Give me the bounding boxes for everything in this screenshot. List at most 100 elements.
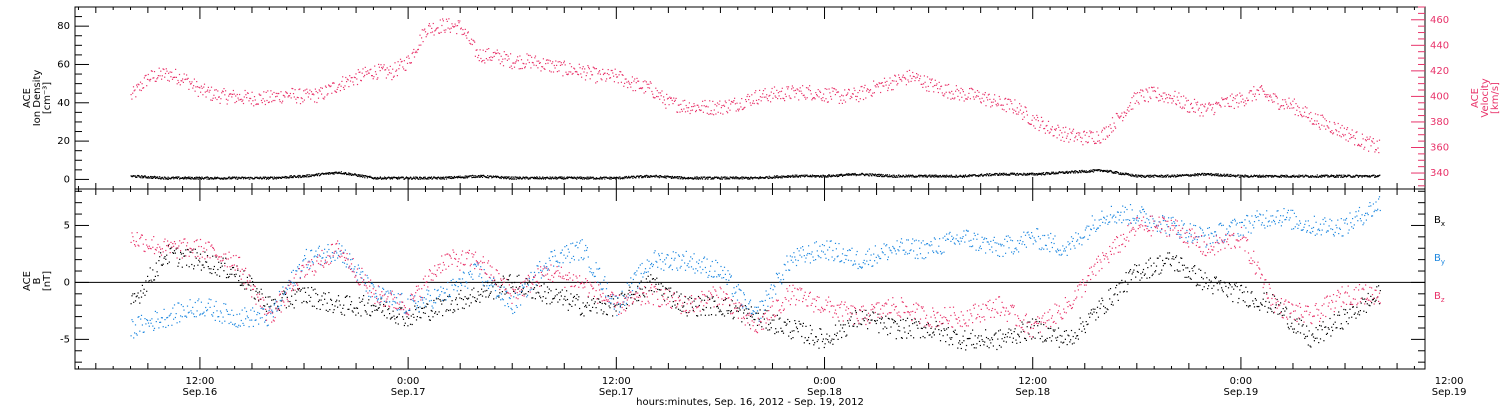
velocity-point <box>287 96 289 98</box>
velocity-point <box>1102 138 1104 140</box>
velocity-point <box>510 53 512 55</box>
bx-point <box>243 270 245 272</box>
velocity-point <box>1318 123 1320 125</box>
density-point <box>461 177 463 179</box>
velocity-point <box>1355 131 1357 134</box>
velocity-point <box>716 105 718 107</box>
density-point <box>580 176 582 178</box>
velocity-point <box>1205 110 1207 112</box>
density-point <box>1096 169 1098 172</box>
velocity-point <box>1093 140 1095 142</box>
velocity-point <box>335 91 338 93</box>
bx-point <box>250 289 252 291</box>
density-point <box>198 176 200 178</box>
density-point <box>164 177 167 179</box>
density-point <box>162 177 164 179</box>
velocity-point <box>1222 98 1224 101</box>
bx-point <box>298 287 300 290</box>
bx-point <box>210 268 212 270</box>
velocity-point <box>923 75 925 77</box>
velocity-point <box>1319 128 1321 130</box>
density-point <box>508 178 511 180</box>
velocity-point <box>1370 145 1372 147</box>
velocity-point <box>1322 116 1324 118</box>
velocity-point <box>224 94 226 96</box>
density-point <box>600 176 602 178</box>
velocity-point <box>1090 131 1092 133</box>
bx-point <box>464 296 466 298</box>
density-point <box>1075 171 1077 173</box>
bx-point <box>553 297 556 299</box>
density-point <box>552 176 554 178</box>
density-point <box>955 176 957 178</box>
density-point <box>405 177 407 179</box>
bx-point <box>157 275 159 277</box>
velocity-point <box>1226 97 1228 99</box>
bx-point <box>215 256 217 258</box>
velocity-point <box>1247 99 1249 101</box>
velocity-point <box>327 93 329 95</box>
bx-point <box>242 284 244 287</box>
velocity-point <box>1148 87 1150 89</box>
x-tick-label-date: Sep.19 <box>1224 387 1259 398</box>
velocity-point <box>1069 138 1071 141</box>
velocity-point <box>576 71 578 73</box>
bx-point <box>481 295 484 297</box>
density-point <box>542 178 544 180</box>
density-point <box>881 176 883 178</box>
bx-point <box>455 299 457 301</box>
velocity-point <box>853 87 855 89</box>
velocity-point <box>681 110 683 112</box>
velocity-point <box>282 94 284 96</box>
density-point <box>946 174 948 176</box>
bx-point <box>599 301 601 303</box>
density-point <box>1377 175 1379 177</box>
velocity-point <box>1282 99 1284 101</box>
velocity-point <box>1009 99 1011 101</box>
velocity-point <box>340 85 342 87</box>
velocity-point <box>1169 95 1171 97</box>
bx-point <box>595 307 597 309</box>
bx-point <box>568 303 570 305</box>
density-point <box>811 174 814 176</box>
density-point <box>544 178 546 180</box>
density-point <box>1262 174 1264 176</box>
density-point <box>1377 175 1379 178</box>
bx-point <box>344 296 346 298</box>
density-point <box>536 176 538 178</box>
density-point <box>985 174 987 176</box>
density-point <box>1126 173 1128 176</box>
bx-point <box>182 252 184 255</box>
velocity-point <box>574 71 576 73</box>
velocity-point <box>1229 105 1231 108</box>
velocity-point <box>1352 136 1354 138</box>
density-point <box>1214 175 1216 177</box>
bx-point <box>132 293 134 295</box>
velocity-point <box>897 82 899 85</box>
velocity-point <box>957 95 959 97</box>
velocity-point <box>203 83 206 85</box>
density-point <box>470 175 473 177</box>
velocity-point <box>1163 101 1165 103</box>
velocity-point <box>1318 126 1320 128</box>
velocity-point <box>905 84 907 86</box>
density-point <box>794 174 796 176</box>
velocity-point <box>991 105 993 107</box>
density-point <box>1204 173 1206 175</box>
density-point <box>631 176 633 178</box>
bx-point <box>265 310 268 312</box>
velocity-point <box>400 61 402 63</box>
density-point <box>1030 173 1032 175</box>
bx-point <box>489 292 491 294</box>
density-point <box>225 178 227 180</box>
bx-point <box>148 280 150 282</box>
velocity-point <box>809 85 811 87</box>
velocity-point <box>746 95 748 98</box>
velocity-point <box>517 56 519 58</box>
velocity-point <box>545 59 548 61</box>
velocity-point <box>812 97 815 99</box>
velocity-point <box>895 80 897 82</box>
density-point <box>1335 175 1337 177</box>
density-point <box>1010 172 1012 174</box>
velocity-point <box>1201 103 1203 105</box>
